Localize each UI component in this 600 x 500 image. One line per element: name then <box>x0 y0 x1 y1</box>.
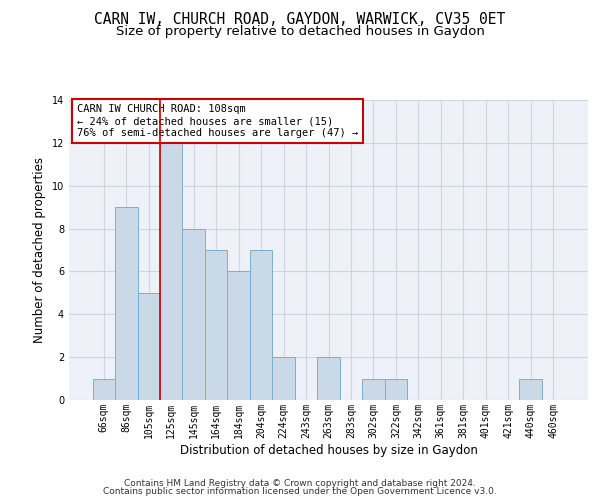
Bar <box>227 272 250 400</box>
X-axis label: Distribution of detached houses by size in Gaydon: Distribution of detached houses by size … <box>179 444 478 456</box>
Bar <box>92 378 115 400</box>
Bar <box>362 378 385 400</box>
Bar <box>272 357 295 400</box>
Bar <box>182 228 205 400</box>
Text: Size of property relative to detached houses in Gaydon: Size of property relative to detached ho… <box>116 25 484 38</box>
Bar <box>385 378 407 400</box>
Bar <box>205 250 227 400</box>
Text: Contains HM Land Registry data © Crown copyright and database right 2024.: Contains HM Land Registry data © Crown c… <box>124 478 476 488</box>
Y-axis label: Number of detached properties: Number of detached properties <box>33 157 46 343</box>
Bar <box>250 250 272 400</box>
Text: CARN IW CHURCH ROAD: 108sqm
← 24% of detached houses are smaller (15)
76% of sem: CARN IW CHURCH ROAD: 108sqm ← 24% of det… <box>77 104 358 138</box>
Bar <box>520 378 542 400</box>
Text: CARN IW, CHURCH ROAD, GAYDON, WARWICK, CV35 0ET: CARN IW, CHURCH ROAD, GAYDON, WARWICK, C… <box>94 12 506 28</box>
Bar <box>317 357 340 400</box>
Bar <box>137 293 160 400</box>
Text: Contains public sector information licensed under the Open Government Licence v3: Contains public sector information licen… <box>103 487 497 496</box>
Bar <box>115 207 137 400</box>
Bar <box>160 143 182 400</box>
